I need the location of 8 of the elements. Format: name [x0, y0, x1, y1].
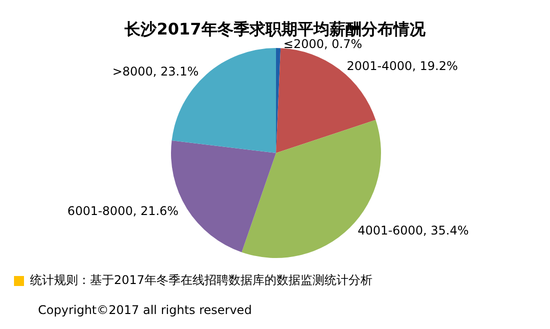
chart-title: 长沙2017年冬季求职期平均薪酬分布情况	[124, 20, 426, 38]
slice-label: 4001-6000, 35.4%	[358, 224, 469, 238]
text: 统计规则：基于2017年冬季在线招聘数据库的数据监测统计分析	[30, 273, 373, 287]
slice-label: 6001-8000, 21.6%	[67, 204, 179, 218]
slice-label: >8000, 23.1%	[112, 64, 199, 78]
slice-label: 2001-4000, 19.2%	[346, 59, 458, 74]
slice-label: ≤2000, 0.7%	[283, 37, 362, 52]
text: Copyright©2017 all rights reserved	[38, 303, 252, 317]
